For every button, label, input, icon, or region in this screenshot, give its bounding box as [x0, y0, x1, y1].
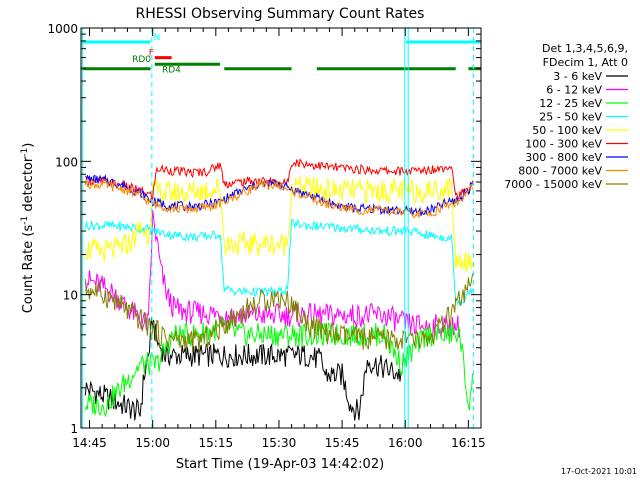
- plot-frame: [80, 27, 482, 429]
- series-7: [85, 174, 473, 217]
- flag-label: RD4: [162, 66, 181, 76]
- legend-label: 25 - 50 keV: [539, 111, 602, 124]
- flag-rd4: RD4: [81, 66, 481, 76]
- y-tick-label: 1000: [47, 22, 78, 36]
- legend-label: 3 - 6 keV: [553, 70, 602, 83]
- flag-f: F: [149, 49, 172, 60]
- x-tick-label: 15:30: [262, 436, 297, 450]
- series-line: [84, 317, 402, 421]
- y-axis-label-end: ): [21, 143, 36, 148]
- x-tick-label: 14:45: [72, 436, 107, 450]
- y-axis-label: Count Rate (s-1 detector-1): [20, 143, 36, 314]
- y-tick-label: 100: [55, 155, 78, 169]
- legend-label: 50 - 100 keV: [532, 124, 602, 137]
- legend-label: 12 - 25 keV: [539, 97, 602, 110]
- x-tick-label: 16:00: [388, 436, 423, 450]
- y-axis-label-main: Count Rate (s: [21, 225, 36, 314]
- series-line: [84, 178, 474, 219]
- flag-label: F: [149, 49, 154, 59]
- legend: Det 1,3,4,5,6,9, FDecim 1, Att 0 3 - 6 k…: [504, 42, 628, 191]
- x-tick-label: 15:45: [325, 436, 360, 450]
- legend-header-2: FDecim 1, Att 0: [543, 56, 628, 69]
- series-8: [84, 178, 474, 219]
- series-layer: [84, 158, 474, 421]
- flag-label: RD0: [132, 55, 151, 65]
- y-tick-label: 1: [70, 422, 78, 436]
- legend-label: 800 - 7000 keV: [518, 165, 602, 178]
- y-axis-label-sup2: -1: [20, 148, 30, 157]
- footer-date: 17-Oct-2021 10:01: [561, 467, 637, 476]
- series-2: [85, 210, 461, 339]
- legend-label: 7000 - 15000 keV: [504, 178, 602, 191]
- flag-rd0: RD0: [132, 55, 221, 66]
- series-line: [85, 174, 473, 217]
- flag-label: N: [154, 33, 161, 43]
- series-1: [84, 317, 402, 421]
- series-5: [84, 175, 474, 272]
- vlines-layer: [81, 28, 474, 428]
- axes-layer: 14:45 15:00 15:15 15:30 15:45 16:00 16:15 1 10 10…: [47, 22, 485, 450]
- y-axis-label-mid: detector: [21, 156, 36, 216]
- legend-label: 300 - 800 keV: [525, 151, 602, 164]
- flag-n: N: [81, 33, 481, 44]
- series-line: [84, 175, 474, 272]
- chart-title: RHESSI Observing Summary Count Rates: [136, 6, 425, 22]
- legend-label: 100 - 300 keV: [525, 138, 602, 151]
- legend-label: 6 - 12 keV: [546, 84, 602, 97]
- x-tick-label: 15:00: [135, 436, 170, 450]
- x-tick-label: 16:15: [451, 436, 486, 450]
- x-tick-label: 15:15: [199, 436, 234, 450]
- x-axis-label: Start Time (19-Apr-03 14:42:02): [176, 457, 384, 472]
- series-line: [85, 210, 461, 339]
- y-tick-label: 10: [63, 289, 78, 303]
- legend-header-1: Det 1,3,4,5,6,9,: [542, 42, 628, 55]
- y-axis-label-sup1: -1: [20, 216, 30, 225]
